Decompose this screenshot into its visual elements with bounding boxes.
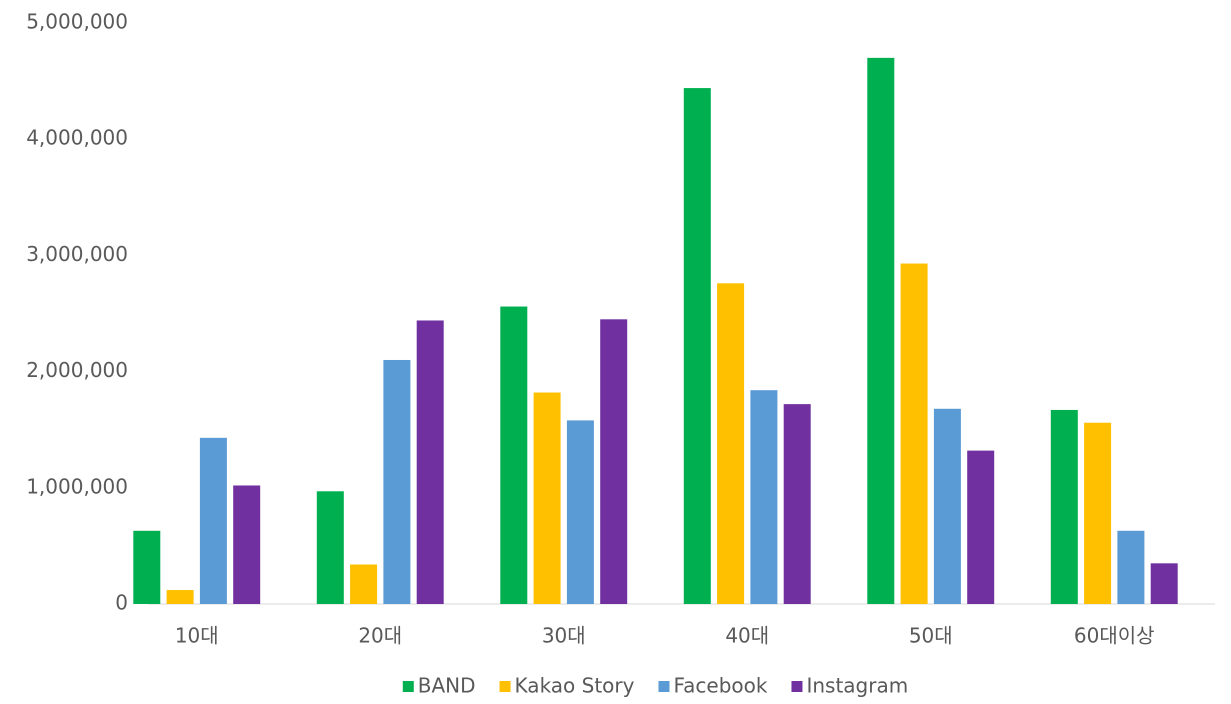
bar: [533, 392, 561, 604]
bar: [967, 450, 995, 604]
bar: [416, 320, 444, 604]
x-tick-label: 60대이상: [1074, 624, 1155, 648]
legend-swatch: [402, 681, 414, 692]
bar: [900, 263, 928, 604]
x-tick-label: 10대: [175, 624, 219, 648]
bar: [133, 530, 161, 604]
y-tick-label: 4,000,000: [26, 126, 128, 150]
x-tick-label: 20대: [358, 624, 402, 648]
y-tick-label: 0: [115, 591, 128, 615]
bar: [867, 57, 895, 605]
legend-swatch: [658, 681, 670, 692]
bar: [683, 88, 711, 604]
bar: [166, 590, 194, 604]
bar: [783, 404, 811, 604]
legend-swatch: [791, 681, 803, 692]
legend-label: Kakao Story: [515, 674, 635, 698]
y-tick-label: 2,000,000: [26, 358, 128, 382]
x-tick-label: 30대: [542, 624, 586, 648]
bar: [750, 390, 778, 604]
bar: [350, 564, 378, 604]
bar: [933, 408, 961, 604]
bar: [383, 359, 411, 604]
x-tick-label: 50대: [909, 624, 953, 648]
legend-label: Facebook: [673, 674, 767, 698]
bar: [566, 420, 594, 604]
y-tick-label: 5,000,000: [26, 10, 128, 34]
y-tick-label: 3,000,000: [26, 242, 128, 266]
bar: [1150, 563, 1178, 604]
y-tick-label: 1,000,000: [26, 474, 128, 498]
bar: [717, 283, 745, 604]
bar: [1050, 409, 1078, 604]
bar: [199, 437, 227, 604]
bar: [500, 306, 528, 604]
bar: [600, 319, 628, 604]
legend-label: Instagram: [806, 674, 908, 698]
legend-label: BAND: [418, 674, 476, 698]
bar: [233, 485, 261, 604]
bar: [1084, 422, 1112, 604]
x-tick-label: 40대: [725, 624, 769, 648]
bar: [316, 491, 344, 604]
bar: [1117, 530, 1145, 604]
legend-swatch: [499, 681, 511, 692]
